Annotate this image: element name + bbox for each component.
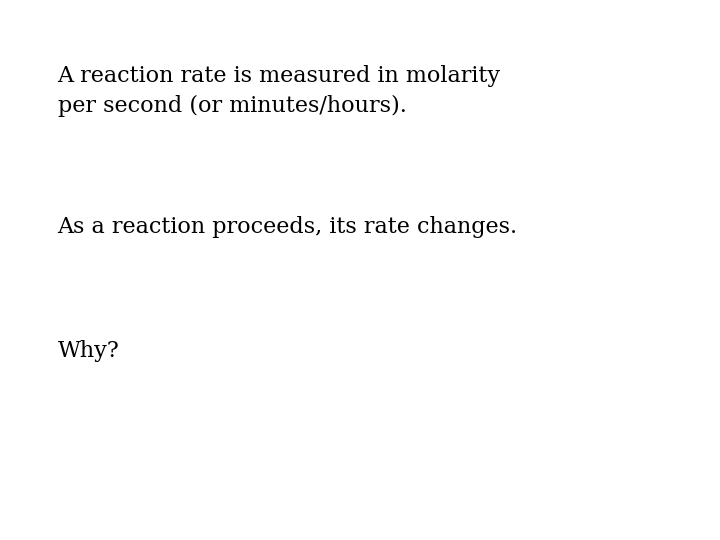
- Text: As a reaction proceeds, its rate changes.: As a reaction proceeds, its rate changes…: [58, 216, 518, 238]
- Text: Why?: Why?: [58, 340, 120, 362]
- Text: A reaction rate is measured in molarity
per second (or minutes/hours).: A reaction rate is measured in molarity …: [58, 65, 500, 117]
